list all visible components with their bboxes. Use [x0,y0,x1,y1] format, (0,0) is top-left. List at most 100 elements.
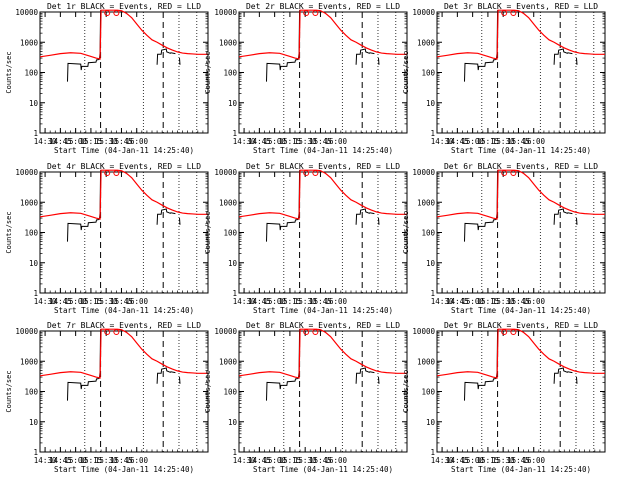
x-tick-label: 15:00 [263,456,286,465]
y-tick-label: 1000 [417,38,436,47]
y-tick-label: 10000 [214,168,237,177]
events-series-line [355,48,375,65]
y-tick-label: 10 [228,259,238,268]
y-tick-label: 10 [426,418,436,427]
x-tick-label: 15:15 [477,137,500,146]
detector-panel: Det 8r BLACK = Events, RED = LLD 1 10 100 10… [204,321,408,474]
saturation-marker [303,170,310,176]
x-tick-label: 16:00 [522,456,545,465]
x-tick-label: 15:15 [477,456,500,465]
x-tick-label: 14:45 [446,137,469,146]
x-tick-label: 15:15 [80,137,103,146]
y-tick-label: 100 [223,388,237,397]
y-tick-label: 1000 [219,38,238,47]
x-tick-label: 15:30 [294,297,317,306]
detector-panel: Det 2r BLACK = Events, RED = LLD 1 10 100 10… [204,2,408,155]
x-tick-label: 14:45 [446,297,469,306]
events-series-line [553,208,573,225]
lld-series-line [40,328,208,379]
x-tick-label: 15:15 [80,297,103,306]
x-tick-label: 16:00 [324,297,347,306]
y-tick-label: 100 [24,69,38,78]
lld-series-line [40,169,208,220]
saturation-marker [510,170,517,176]
x-axis-label: Start Time (04-Jan-11 14:25:40) [253,306,393,315]
events-series-line [463,170,499,242]
x-tick-label: 16:00 [324,456,347,465]
x-axis-label: Start Time (04-Jan-11 14:25:40) [253,465,393,474]
events-series-line [265,329,301,401]
x-tick-label: 15:00 [461,456,484,465]
events-series-line [463,10,499,82]
y-tick-label: 100 [24,229,38,238]
x-tick-label: 15:30 [95,297,118,306]
x-tick-label: 14:45 [49,137,72,146]
events-series-line [575,58,578,65]
plot-frame [238,11,408,134]
y-tick-label: 1000 [219,198,238,207]
y-tick-label: 1000 [20,357,39,366]
y-axis-label: Counts/sec [204,211,212,253]
events-series-line [355,208,375,225]
detector-panel: Det 3r BLACK = Events, RED = LLD 1 10 100 10… [402,2,606,155]
events-series-line [463,329,499,401]
y-tick-label: 1000 [417,198,436,207]
y-tick-label: 10000 [214,327,237,336]
lld-series-line [437,9,605,60]
events-series-line [377,377,380,384]
x-axis-label: Start Time (04-Jan-11 14:25:40) [451,465,591,474]
x-tick-label: 14:45 [248,456,271,465]
plot-frame [238,330,408,453]
y-tick-label: 10000 [412,168,435,177]
y-tick-label: 100 [421,388,435,397]
x-tick-label: 15:00 [64,297,87,306]
y-tick-label: 10 [228,418,238,427]
events-series-line [156,367,176,384]
events-series-line [178,377,181,384]
detector-panel: Det 9r BLACK = Events, RED = LLD 1 10 100 10… [402,321,606,474]
y-tick-label: 10 [426,99,436,108]
events-series-line [156,208,176,225]
x-tick-label: 16:00 [125,137,148,146]
saturation-marker [303,10,310,16]
plot-frame [238,171,408,294]
x-tick-label: 16:00 [125,297,148,306]
x-tick-label: 15:45 [507,137,530,146]
y-tick-label: 10000 [412,327,435,336]
y-axis-label: Counts/sec [5,211,13,253]
y-tick-label: 1000 [20,198,39,207]
x-tick-label: 15:15 [80,456,103,465]
events-series-line [355,367,375,384]
detector-panel: Det 1r BLACK = Events, RED = LLD 1 10 100 10… [5,2,209,155]
events-series-line [575,218,578,225]
events-series-line [377,218,380,225]
y-tick-label: 100 [421,229,435,238]
events-series-line [66,10,102,82]
x-tick-label: 14:45 [49,456,72,465]
y-axis-label: Counts/sec [5,370,13,412]
detector-panel: Det 6r BLACK = Events, RED = LLD 1 10 100 10… [402,162,606,315]
y-axis-label: Counts/sec [402,370,410,412]
y-tick-label: 1 [232,448,237,457]
x-tick-label: 14:45 [49,297,72,306]
x-tick-label: 15:45 [309,297,332,306]
detector-panel: Det 7r BLACK = Events, RED = LLD 1 10 100 10… [5,321,209,474]
plot-frame [436,171,606,294]
y-tick-label: 1 [232,289,237,298]
x-axis-label: Start Time (04-Jan-11 14:25:40) [54,146,194,155]
panel-title: Det 2r BLACK = Events, RED = LLD [246,2,400,11]
lld-series-line [437,169,605,220]
x-tick-label: 15:30 [95,137,118,146]
x-tick-label: 15:15 [279,297,302,306]
saturation-marker [303,329,310,335]
events-series-line [156,48,176,65]
y-tick-label: 10 [228,99,238,108]
x-tick-label: 15:15 [279,137,302,146]
lld-series-line [239,9,407,60]
saturation-marker [312,10,319,16]
y-tick-label: 1000 [219,357,238,366]
x-tick-label: 15:30 [492,456,515,465]
y-axis-label: Counts/sec [204,51,212,93]
events-series-line [265,170,301,242]
